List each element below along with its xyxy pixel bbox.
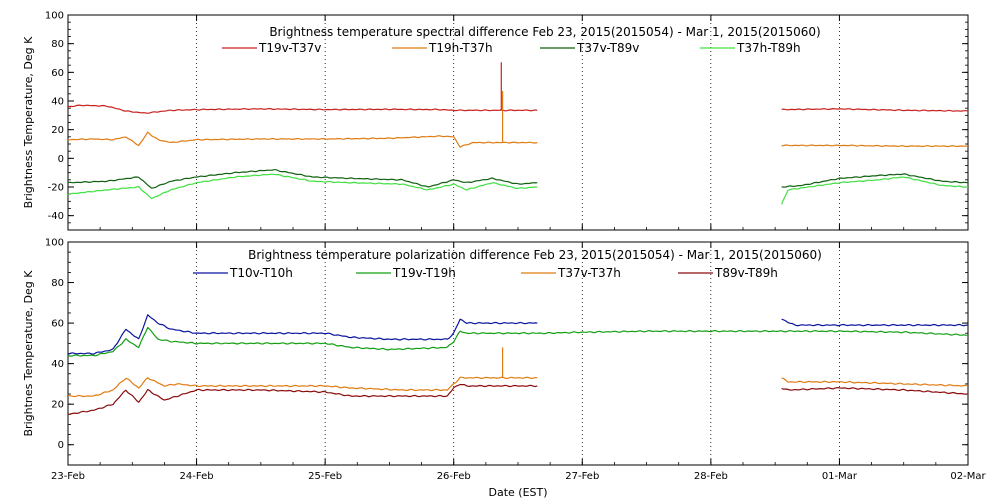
series-line-t19v-t19h <box>67 326 969 357</box>
shared-x-axis: 23-Feb 24-Feb 25-Feb 26-Feb 27-Feb 28-Feb 01-M… <box>51 471 987 499</box>
series-line-t19v-t37v <box>781 107 969 112</box>
series-line-t37v-t89v <box>781 173 969 188</box>
x-tick-label: 25-Feb <box>308 471 342 482</box>
y-tick-label: 60 <box>51 319 64 330</box>
chart-title: Brightness temperature polarization diff… <box>248 248 822 262</box>
series-line-t37v-t89v <box>67 169 538 189</box>
y-axis-title: Brightness Temperature, Deg K <box>22 36 35 208</box>
x-tick-label: 02-Mar <box>950 471 986 482</box>
y-tick-label: 0 <box>58 440 64 451</box>
x-axis-title: Date (EST) <box>488 486 547 499</box>
x-tick-label: 23-Feb <box>51 471 85 482</box>
plot-frame <box>67 241 969 466</box>
legend-label: T89v-T89h <box>714 266 778 280</box>
legend-label: T19v-T19h <box>392 266 456 280</box>
legend-label: T10v-T10h <box>229 266 293 280</box>
series-line-t10v-t10h <box>67 314 538 355</box>
y-tick-label: 80 <box>51 278 64 289</box>
series-line-t19v-t37v <box>67 104 538 114</box>
legend-label: T37v-T89v <box>576 41 639 55</box>
series-line-t37v-t37h <box>781 377 969 387</box>
y-tick-label: 20 <box>51 125 64 136</box>
y-tick-label: 0 <box>58 154 64 165</box>
y-tick-label: 60 <box>51 68 64 79</box>
y-tick-label: -20 <box>48 183 64 194</box>
x-tick-label: 27-Feb <box>565 471 599 482</box>
spectral-difference-panel: -40 -20 0 20 40 60 80 100 Brightness Temperature… <box>22 11 969 231</box>
x-tick-label: 24-Feb <box>180 471 214 482</box>
legend-label: T37v-T37h <box>557 266 621 280</box>
series-line-t89v-t89h <box>781 387 969 395</box>
series-line-t89v-t89h <box>67 384 538 415</box>
series-line-t19h-t37h <box>67 131 538 148</box>
legend-label: T19v-T37v <box>258 41 321 55</box>
x-tick-label: 28-Feb <box>694 471 728 482</box>
y-tick-label: 40 <box>51 359 64 370</box>
y-tick-label: 20 <box>51 400 64 411</box>
legend-label: T37h-T89h <box>736 41 801 55</box>
chart-title: Brightness temperature spectral differen… <box>269 25 820 39</box>
legend-label: T19h-T37h <box>428 41 493 55</box>
x-tick-label: 26-Feb <box>437 471 471 482</box>
y-tick-label: 40 <box>51 97 64 108</box>
polarization-difference-panel: 0 20 40 60 80 100 Brightnes Temperature, Deg K… <box>22 238 969 466</box>
plot-frame <box>67 14 969 231</box>
y-axis-title: Brightnes Temperature, Deg K <box>22 270 35 437</box>
series-line-t37h-t89h <box>781 176 969 205</box>
series-line-t37h-t89h <box>67 173 538 200</box>
y-tick-label: 100 <box>45 238 64 249</box>
y-tick-label: 100 <box>45 11 64 22</box>
x-tick-label: 01-Mar <box>822 471 858 482</box>
series-line-t10v-t10h <box>781 318 969 327</box>
y-tick-label: -40 <box>48 211 64 222</box>
series-line-t37v-t37h <box>67 376 538 398</box>
series-line-t19h-t37h <box>781 144 968 148</box>
y-tick-label: 80 <box>51 39 64 50</box>
